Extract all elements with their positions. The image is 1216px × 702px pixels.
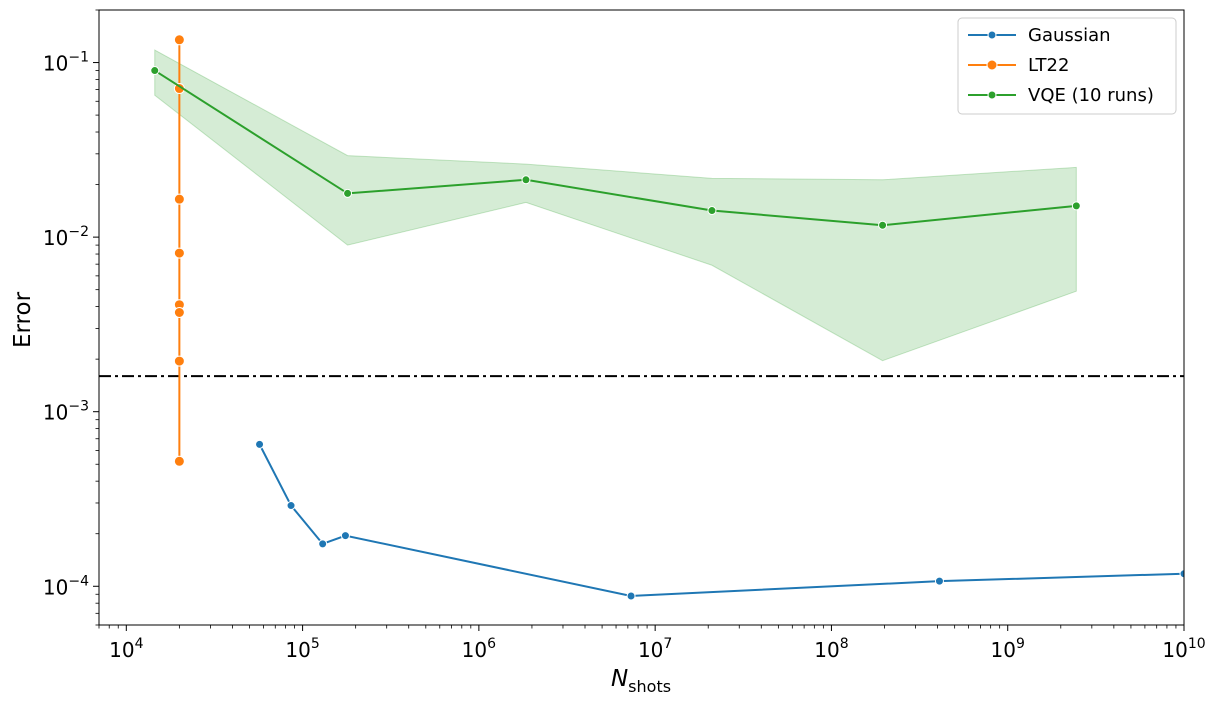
series-vqe-10-runs — [150, 66, 1081, 230]
x-tick-label: 108 — [814, 636, 848, 662]
y-tick-label: 10−4 — [43, 573, 89, 599]
data-point — [173, 455, 185, 467]
x-axis-label-sub: shots — [628, 677, 671, 696]
x-axis-label-main: N — [611, 666, 628, 692]
legend: Gaussian LT22 VQE (10 runs) — [957, 17, 1177, 115]
data-point — [626, 591, 636, 601]
data-point — [878, 220, 888, 230]
series-lt22 — [173, 34, 185, 467]
x-tick-label: 1010 — [1162, 636, 1205, 662]
legend-item: VQE (10 runs) — [968, 85, 1154, 106]
data-point — [343, 188, 353, 198]
data-point — [340, 531, 350, 541]
data-point — [318, 539, 328, 549]
series-line — [154, 69, 1077, 227]
series-gaussian — [255, 439, 1184, 601]
data-point — [173, 247, 185, 259]
svg-text:Nshots: Nshots — [611, 666, 671, 696]
y-axis-label: Error — [10, 291, 36, 348]
confidence-band-layer — [154, 49, 1077, 362]
legend-swatch-marker — [986, 59, 998, 71]
data-point — [173, 34, 185, 46]
x-tick-label: 106 — [462, 636, 496, 662]
plot-frame — [98, 9, 1185, 626]
data-point — [1071, 201, 1081, 211]
legend-swatch-marker — [987, 30, 997, 40]
y-tick-label: 10−2 — [43, 224, 89, 250]
ticks-layer: 104 105 106 107 108 109 1010 10−4 10−3 10−2 10−1 — [43, 9, 1206, 662]
data-point — [173, 355, 185, 367]
data-point — [255, 439, 265, 449]
y-tick-label: 10−1 — [43, 50, 89, 76]
confidence-band — [154, 49, 1077, 362]
data-point — [286, 501, 296, 511]
data-point — [521, 175, 531, 185]
data-point — [934, 576, 944, 586]
data-point — [707, 206, 717, 216]
x-tick-label: 105 — [285, 636, 319, 662]
x-tick-label: 109 — [991, 636, 1025, 662]
data-point — [173, 193, 185, 205]
legend-item: Gaussian — [968, 25, 1111, 46]
series-layer — [150, 34, 1184, 601]
legend-label: LT22 — [1028, 55, 1069, 76]
legend-label: VQE (10 runs) — [1028, 85, 1154, 106]
data-point — [173, 307, 185, 319]
legend-frame — [957, 17, 1177, 115]
y-tick-label: 10−3 — [43, 399, 89, 425]
data-point — [150, 66, 160, 76]
x-axis-label: Nshots — [611, 666, 671, 696]
legend-label: Gaussian — [1028, 25, 1111, 46]
data-point — [1179, 569, 1184, 579]
series-line — [258, 443, 1184, 597]
legend-item: LT22 — [968, 55, 1069, 76]
x-tick-label: 107 — [638, 636, 672, 662]
x-tick-label: 104 — [109, 636, 143, 662]
legend-swatch-marker — [987, 90, 997, 100]
